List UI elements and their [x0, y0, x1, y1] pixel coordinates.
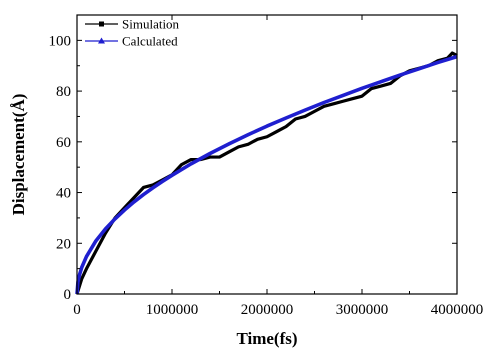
y-tick-label: 20 — [56, 236, 71, 252]
x-tick-label: 0 — [73, 302, 81, 318]
x-tick-label: 1000000 — [146, 302, 199, 318]
series-line-calculated — [75, 54, 458, 295]
x-tick-label: 3000000 — [336, 302, 389, 318]
x-axis-title: Time(fs) — [236, 329, 297, 348]
legend-label: Calculated — [122, 34, 178, 49]
plot-area — [75, 51, 458, 295]
y-tick-label: 80 — [56, 84, 71, 100]
y-tick-label: 100 — [49, 33, 72, 49]
y-axis-title: Displacement(Å) — [9, 94, 28, 216]
x-tick-label: 4000000 — [431, 302, 484, 318]
x-tick-label: 2000000 — [241, 302, 294, 318]
legend: Simulation Calculated — [85, 17, 180, 49]
legend-marker-triangle — [98, 37, 105, 44]
y-tick-label: 60 — [56, 135, 71, 151]
y-tick-label: 0 — [64, 287, 72, 303]
legend-marker-square — [99, 21, 104, 27]
y-tick-label: 40 — [56, 186, 71, 202]
axes: 0 1000000 2000000 3000000 4000000 0 20 40 60 80 10… — [49, 15, 484, 318]
legend-label: Simulation — [122, 17, 180, 32]
